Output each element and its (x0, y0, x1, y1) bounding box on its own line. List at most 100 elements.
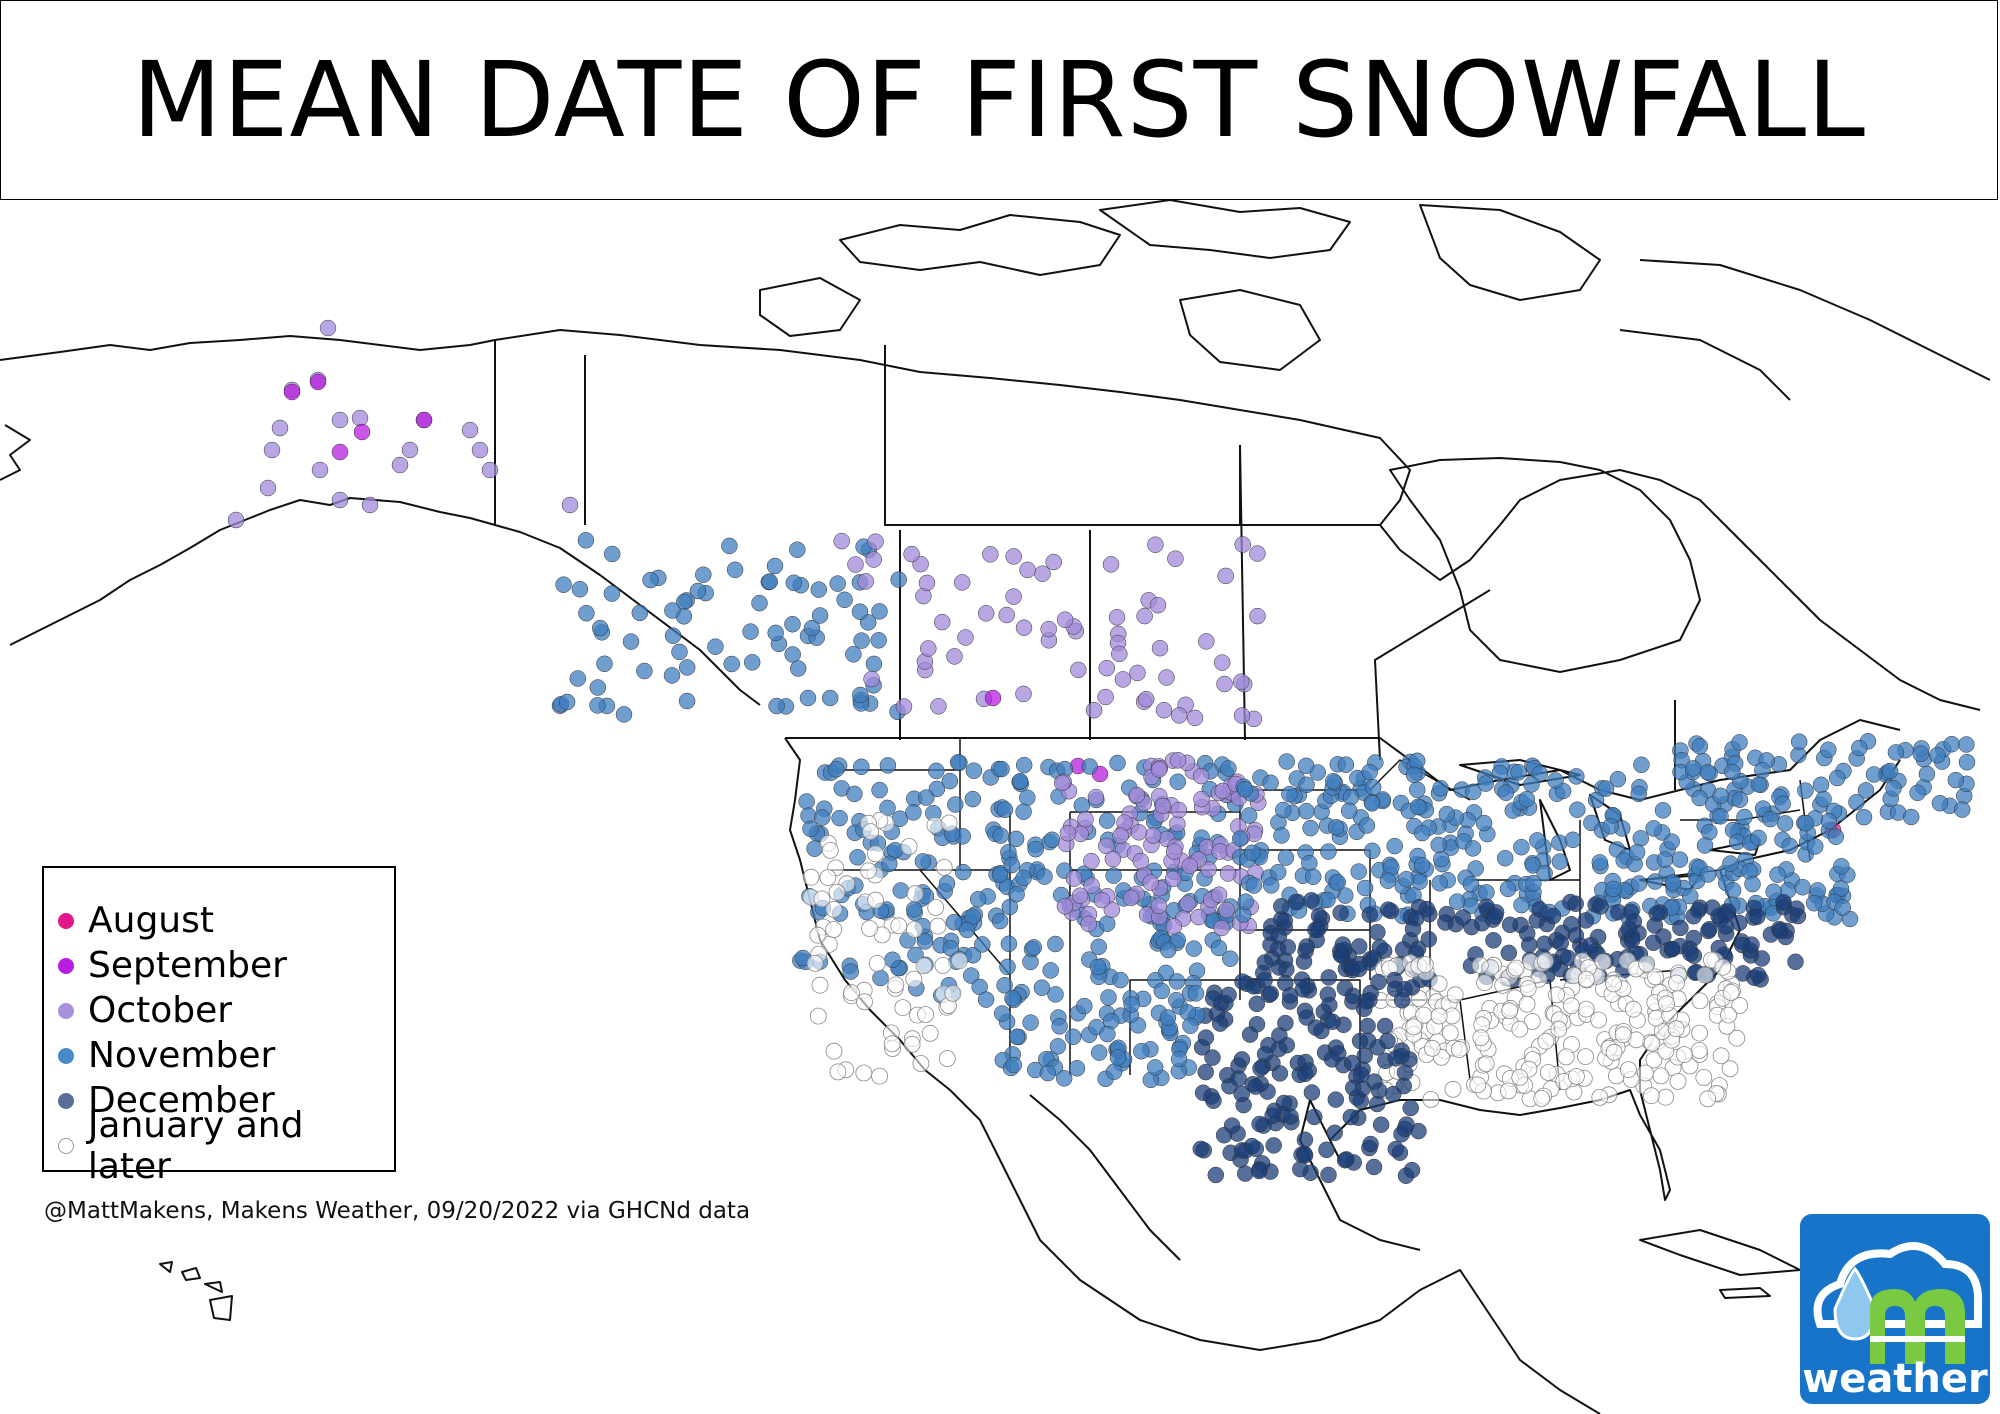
station-dot (1628, 844, 1646, 861)
legend-label: September (88, 945, 287, 986)
station-dot (1193, 1039, 1211, 1056)
station-dot (1656, 851, 1674, 868)
station-dot (1015, 619, 1033, 636)
station-dot (1712, 808, 1729, 825)
station-dot (1361, 763, 1378, 781)
station-dot (1015, 803, 1032, 820)
station-dot (1655, 928, 1672, 945)
station-dots (227, 319, 1976, 1184)
station-dot (974, 936, 991, 953)
station-dot (1129, 664, 1146, 682)
station-dot (1717, 918, 1735, 935)
station-dot (1218, 901, 1235, 919)
legend-label: October (88, 990, 233, 1031)
station-dot (809, 926, 827, 944)
station-dot (900, 838, 918, 855)
station-dot (912, 1055, 930, 1072)
station-dot (1441, 1024, 1459, 1042)
station-dot (1270, 927, 1288, 945)
station-dot (726, 561, 744, 579)
station-dot (969, 890, 987, 908)
station-dot (831, 809, 848, 827)
station-dot (1233, 1051, 1251, 1068)
station-dot (1685, 907, 1702, 925)
station-dot (855, 1064, 873, 1082)
station-dot (1736, 808, 1753, 826)
station-dot (1262, 985, 1279, 1002)
station-dot (811, 976, 829, 994)
station-dot (1722, 855, 1739, 872)
station-dot (1551, 853, 1569, 870)
station-dot (1033, 979, 1051, 996)
station-dot (1193, 790, 1210, 808)
station-dot (1497, 784, 1515, 801)
station-dot (1704, 899, 1721, 916)
station-dot (1478, 884, 1495, 901)
station-dot (1594, 953, 1612, 971)
station-dot (1420, 931, 1438, 948)
legend-item-august: August (58, 898, 394, 943)
station-dot (1609, 770, 1627, 788)
station-dot (1343, 1054, 1361, 1072)
station-dot (1147, 536, 1164, 553)
station-dot (836, 591, 853, 609)
station-dot (263, 441, 281, 459)
station-dot (996, 801, 1014, 818)
station-dot (1071, 887, 1089, 904)
station-dot (1657, 1088, 1674, 1106)
station-dot (1034, 565, 1051, 582)
station-dot (1098, 915, 1116, 932)
station-dot (1753, 950, 1771, 967)
legend-swatch-november-icon (58, 1047, 74, 1064)
station-dot (833, 532, 850, 550)
page-title: MEAN DATE OF FIRST SNOWFALL (132, 39, 1866, 161)
station-dot (849, 849, 866, 866)
station-dot (1834, 899, 1851, 916)
station-dot (1918, 765, 1936, 783)
station-dot (903, 545, 920, 563)
station-dot (1232, 673, 1250, 690)
station-dot (1039, 1064, 1057, 1082)
station-dot (1027, 840, 1044, 858)
station-dot (1630, 875, 1648, 892)
station-dot (1518, 995, 1536, 1013)
station-dot (1186, 709, 1204, 727)
station-dot (851, 603, 869, 620)
station-dot (1465, 783, 1482, 801)
station-dot (589, 697, 606, 714)
station-dot (1169, 815, 1186, 833)
station-dot (1150, 761, 1168, 778)
station-dot (1053, 774, 1071, 792)
station-dot (1731, 791, 1749, 808)
station-dot (1003, 856, 1021, 874)
station-dot (1797, 782, 1814, 799)
station-dot (894, 999, 912, 1016)
station-dot (813, 890, 831, 908)
station-dot (1192, 767, 1210, 785)
station-dot (1350, 960, 1368, 978)
station-dot (591, 619, 609, 637)
station-dot (1472, 1029, 1490, 1047)
station-dot (993, 1005, 1011, 1022)
station-dot (1430, 836, 1447, 854)
station-dot (1511, 1069, 1529, 1086)
station-dot (391, 456, 409, 474)
station-dot (1721, 1060, 1739, 1078)
station-dot (615, 706, 633, 723)
station-dot (920, 640, 937, 657)
station-dot (1577, 1048, 1594, 1065)
station-dot (1620, 920, 1638, 937)
station-dot (1336, 979, 1354, 997)
station-dot (1352, 1066, 1370, 1084)
station-dot (1251, 1115, 1268, 1133)
station-dot (1167, 550, 1184, 567)
station-dot (785, 574, 803, 592)
station-dot (1187, 985, 1205, 1002)
station-dot (1486, 908, 1504, 925)
station-dot (1150, 897, 1168, 915)
station-dot (1744, 875, 1761, 893)
station-dot (1500, 944, 1518, 962)
station-dot (895, 698, 913, 715)
station-dot (1820, 741, 1837, 759)
station-dot (1070, 661, 1087, 679)
